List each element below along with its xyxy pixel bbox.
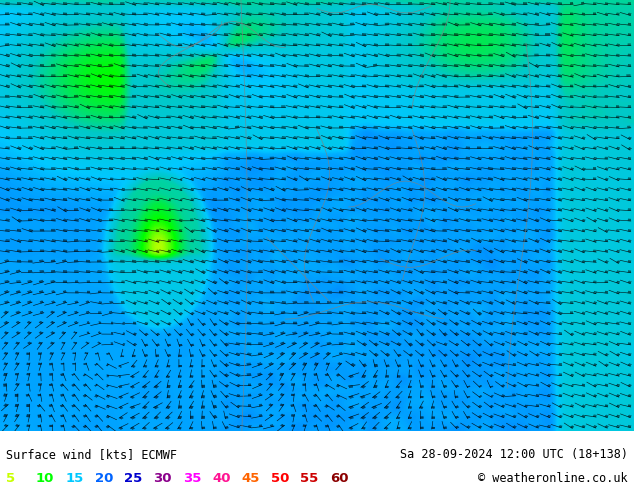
Text: 50: 50 <box>271 472 289 485</box>
Text: Surface wind [kts] ECMWF: Surface wind [kts] ECMWF <box>6 448 178 461</box>
Text: 15: 15 <box>65 472 84 485</box>
Text: 60: 60 <box>330 472 348 485</box>
Text: 25: 25 <box>124 472 142 485</box>
Text: 40: 40 <box>212 472 231 485</box>
Text: 5: 5 <box>6 472 15 485</box>
Text: Sa 28-09-2024 12:00 UTC (18+138): Sa 28-09-2024 12:00 UTC (18+138) <box>399 448 628 461</box>
Text: 30: 30 <box>153 472 172 485</box>
Text: 35: 35 <box>183 472 201 485</box>
Text: 55: 55 <box>301 472 318 485</box>
Text: 45: 45 <box>242 472 260 485</box>
Text: 20: 20 <box>94 472 113 485</box>
Text: © weatheronline.co.uk: © weatheronline.co.uk <box>478 472 628 485</box>
Text: 10: 10 <box>36 472 54 485</box>
